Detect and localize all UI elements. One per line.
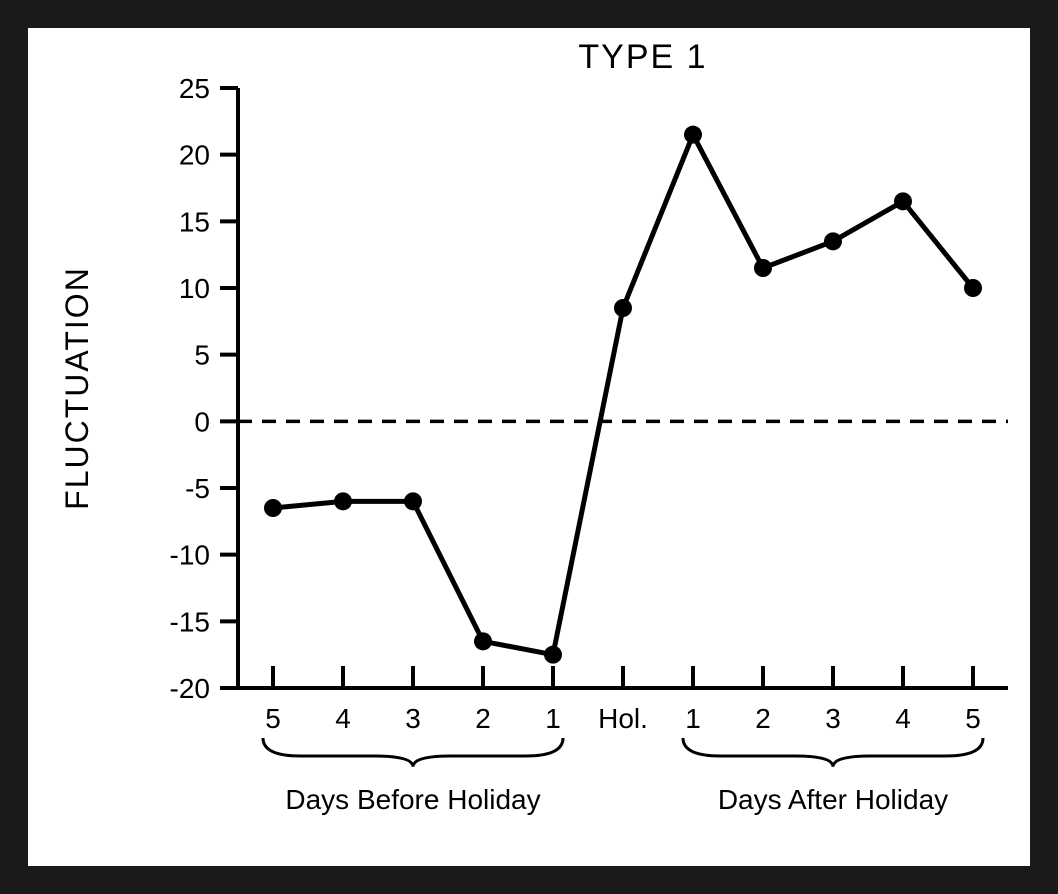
data-marker bbox=[404, 492, 422, 510]
group-label-after: Days After Holiday bbox=[718, 784, 948, 815]
data-marker bbox=[544, 646, 562, 664]
chart-title: TYPE 1 bbox=[578, 38, 707, 76]
y-tick-label: -10 bbox=[170, 540, 210, 571]
y-tick-label: 20 bbox=[179, 140, 210, 171]
brace-after bbox=[683, 738, 983, 767]
data-marker bbox=[334, 492, 352, 510]
data-marker bbox=[614, 299, 632, 317]
x-tick-label: 1 bbox=[685, 703, 701, 734]
brace-before bbox=[263, 738, 563, 767]
y-tick-label: 0 bbox=[194, 406, 210, 437]
chart-svg: TYPE 1 -20 -15 -10 -5 0 5 10 15 20 25 5 4 3 2 1 Hol. 1 2 3 4… bbox=[28, 28, 1030, 866]
data-marker bbox=[824, 232, 842, 250]
x-tick-label: 4 bbox=[335, 703, 351, 734]
data-marker bbox=[684, 126, 702, 144]
data-line bbox=[273, 135, 973, 655]
data-marker bbox=[754, 259, 772, 277]
x-tick-label: 4 bbox=[895, 703, 911, 734]
x-tick-label: 2 bbox=[475, 703, 491, 734]
x-tick-label: 3 bbox=[825, 703, 841, 734]
y-tick-label: -20 bbox=[170, 673, 210, 704]
y-tick-label: -5 bbox=[185, 473, 210, 504]
chart-panel: TYPE 1 -20 -15 -10 -5 0 5 10 15 20 25 5 4 3 2 1 Hol. 1 2 3 4… bbox=[28, 28, 1030, 866]
data-marker bbox=[474, 632, 492, 650]
x-tick-label: 5 bbox=[965, 703, 981, 734]
x-tick-label: 3 bbox=[405, 703, 421, 734]
outer-frame: TYPE 1 -20 -15 -10 -5 0 5 10 15 20 25 5 4 3 2 1 Hol. 1 2 3 4… bbox=[0, 0, 1058, 894]
y-tick-label: 25 bbox=[179, 73, 210, 104]
y-tick-label: 10 bbox=[179, 273, 210, 304]
y-axis-label: FLUCTUATION bbox=[59, 266, 95, 510]
y-tick-label: -15 bbox=[170, 606, 210, 637]
x-tick-label: 2 bbox=[755, 703, 771, 734]
data-marker bbox=[894, 192, 912, 210]
y-tick-label: 5 bbox=[194, 340, 210, 371]
data-marker bbox=[264, 499, 282, 517]
x-tick-label: 1 bbox=[545, 703, 561, 734]
x-tick-label: 5 bbox=[265, 703, 281, 734]
y-tick-label: 15 bbox=[179, 206, 210, 237]
data-marker bbox=[964, 279, 982, 297]
group-label-before: Days Before Holiday bbox=[285, 784, 540, 815]
x-tick-label: Hol. bbox=[598, 703, 648, 734]
